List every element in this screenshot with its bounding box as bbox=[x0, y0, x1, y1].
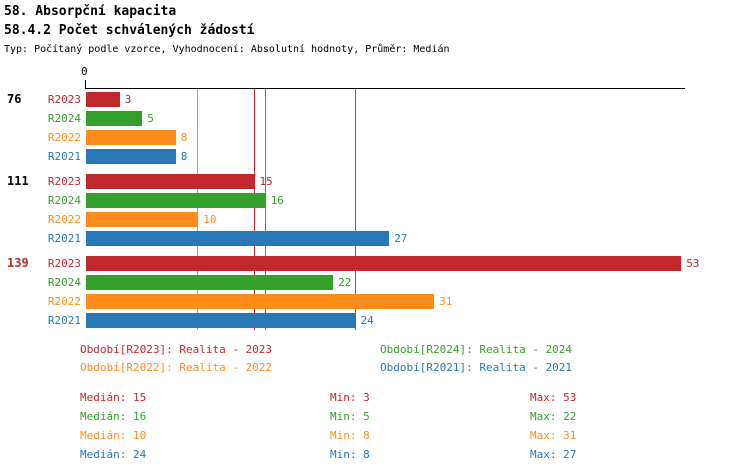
stat-min-R2024: Min: 5 bbox=[330, 410, 370, 423]
page-title: 58. Absorpční kapacita bbox=[4, 4, 177, 19]
stat-max-R2021: Max: 27 bbox=[530, 448, 577, 461]
median-line-R2021 bbox=[354, 88, 356, 330]
legend-item-R2021: Období[R2021]: Realita - 2021 bbox=[380, 361, 573, 374]
stat-min-R2022: Min: 8 bbox=[330, 429, 370, 442]
x-axis-tick bbox=[85, 80, 86, 88]
bar-series-label: R2023 bbox=[47, 175, 81, 188]
stat-max-R2024: Max: 22 bbox=[530, 410, 577, 423]
bar-value-label: 3 bbox=[124, 93, 132, 106]
bar-value-label: 22 bbox=[338, 276, 352, 289]
median-line-R2022 bbox=[197, 88, 199, 330]
bar bbox=[86, 130, 176, 145]
bar-series-label: R2021 bbox=[47, 232, 81, 245]
bar bbox=[86, 313, 356, 328]
bar-value-label: 53 bbox=[686, 257, 700, 270]
stat-median-R2024: Medián: 16 bbox=[80, 410, 147, 423]
group-label: 111 bbox=[7, 174, 29, 188]
bar-value-label: 8 bbox=[180, 150, 188, 163]
bar-series-label: R2024 bbox=[47, 112, 81, 125]
bar bbox=[86, 111, 143, 126]
bar-series-label: R2022 bbox=[47, 213, 81, 226]
bar bbox=[86, 212, 199, 227]
bar-value-label: 15 bbox=[259, 175, 273, 188]
group-label: 76 bbox=[7, 92, 22, 106]
stat-median-R2023: Medián: 15 bbox=[80, 391, 147, 404]
bar-series-label: R2021 bbox=[47, 150, 81, 163]
bar-series-label: R2023 bbox=[47, 93, 81, 106]
bar-value-label: 27 bbox=[394, 232, 408, 245]
bar-value-label: 31 bbox=[439, 295, 453, 308]
stat-max-R2023: Max: 53 bbox=[530, 391, 577, 404]
bar bbox=[86, 174, 255, 189]
bar bbox=[86, 275, 334, 290]
x-axis-origin-label: 0 bbox=[81, 65, 88, 78]
bar-value-label: 5 bbox=[147, 112, 154, 125]
bar bbox=[86, 294, 435, 309]
median-line-R2024 bbox=[264, 88, 266, 330]
bar-series-label: R2022 bbox=[47, 131, 81, 144]
group-label: 139 bbox=[7, 256, 29, 270]
bar bbox=[86, 193, 266, 208]
x-axis-line bbox=[85, 88, 685, 89]
chart-subtitle: 58.4.2 Počet schválených žádostí bbox=[4, 23, 255, 38]
bar-series-label: R2021 bbox=[47, 314, 81, 327]
bar-value-label: 8 bbox=[180, 131, 188, 144]
bar bbox=[86, 149, 176, 164]
bar bbox=[86, 231, 390, 246]
stat-median-R2021: Medián: 24 bbox=[80, 448, 147, 461]
bar-value-label: 24 bbox=[360, 314, 374, 327]
legend-item-R2024: Období[R2024]: Realita - 2024 bbox=[380, 343, 573, 356]
median-line-R2023 bbox=[253, 88, 255, 330]
stat-min-R2021: Min: 8 bbox=[330, 448, 370, 461]
bar-series-label: R2024 bbox=[47, 276, 81, 289]
bar-value-label: 10 bbox=[203, 213, 217, 226]
legend-item-R2022: Období[R2022]: Realita - 2022 bbox=[80, 361, 273, 374]
bar-value-label: 16 bbox=[270, 194, 284, 207]
stat-median-R2022: Medián: 10 bbox=[80, 429, 147, 442]
bar bbox=[86, 92, 120, 107]
chart-meta: Typ: Počítaný podle vzorce, Vyhodnocení:… bbox=[4, 44, 450, 55]
bar bbox=[86, 256, 682, 271]
legend-item-R2023: Období[R2023]: Realita - 2023 bbox=[80, 343, 273, 356]
bar-series-label: R2024 bbox=[47, 194, 81, 207]
bar-series-label: R2023 bbox=[47, 257, 81, 270]
bar-series-label: R2022 bbox=[47, 295, 81, 308]
stat-max-R2022: Max: 31 bbox=[530, 429, 577, 442]
stat-min-R2023: Min: 3 bbox=[330, 391, 370, 404]
